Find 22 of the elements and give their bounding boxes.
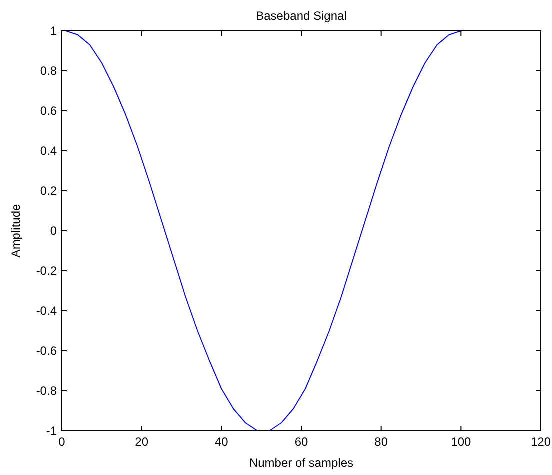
x-tick-label: 80	[374, 435, 388, 449]
y-tick-label: -0.6	[36, 344, 58, 358]
y-tick-label: -0.2	[36, 264, 58, 278]
x-axis-title: Number of samples	[249, 456, 354, 470]
y-tick-label: -0.4	[36, 304, 58, 318]
y-tick-label: 0.8	[40, 64, 58, 78]
y-tick-label: -1	[46, 424, 58, 438]
y-tick-label: 1	[50, 24, 58, 38]
chart-title: Baseband Signal	[256, 9, 347, 23]
x-tick-label: 100	[451, 435, 472, 449]
y-tick-label: 0.6	[40, 104, 58, 118]
y-tick-label: -0.8	[36, 384, 58, 398]
y-tick-label: 0.4	[40, 144, 58, 158]
line-series	[65, 30, 462, 432]
x-tick-label: 120	[530, 435, 552, 449]
x-tick-label: 40	[214, 435, 229, 449]
x-tick-label: 20	[135, 435, 149, 449]
x-tick-label: 0	[58, 435, 66, 449]
y-tick-label: 0	[50, 224, 58, 238]
x-tick-label: 60	[294, 435, 308, 449]
y-axis-title: Amplitude	[9, 204, 23, 258]
y-tick-label: 0.2	[40, 184, 58, 198]
